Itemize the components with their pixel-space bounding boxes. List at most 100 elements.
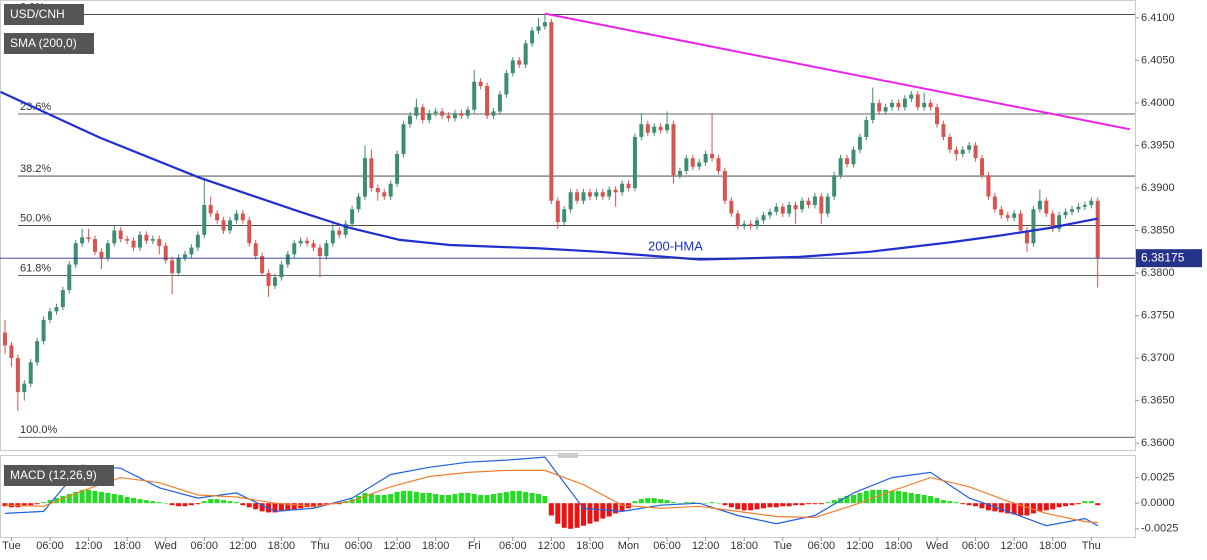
- histogram-bar: [638, 499, 644, 504]
- candle-body: [800, 200, 805, 210]
- trendline: [544, 12, 1131, 131]
- x-tick-label: 06:00: [808, 540, 836, 552]
- candle-body: [9, 345, 14, 359]
- histogram-bar: [831, 500, 837, 504]
- x-tick-label: 18:00: [1039, 540, 1067, 552]
- histogram-bar: [150, 501, 156, 504]
- y-tick-label: 6.3600: [1141, 437, 1175, 449]
- histogram-bar: [523, 491, 529, 504]
- histogram-bar: [124, 497, 130, 504]
- histogram-bar: [1005, 503, 1011, 514]
- candle-body: [1031, 209, 1036, 244]
- histogram-bar: [246, 503, 252, 508]
- macd-box[interactable]: [4, 465, 114, 486]
- histogram-bar: [940, 500, 946, 504]
- candle-body: [420, 107, 425, 120]
- candle-body: [73, 243, 78, 265]
- histogram-bar: [426, 492, 432, 504]
- candle-body: [427, 113, 432, 120]
- x-tick-label: 06:00: [36, 540, 64, 552]
- histogram-bar: [285, 503, 291, 511]
- histogram-bar: [388, 493, 394, 504]
- candle-body: [54, 307, 59, 312]
- histogram-bar: [105, 492, 111, 504]
- histogram-bar: [536, 493, 542, 504]
- histogram-bar: [908, 492, 914, 504]
- candle-body: [478, 81, 483, 86]
- x-tick-label: 18:00: [576, 540, 604, 552]
- histogram-bar: [413, 491, 419, 504]
- candle-body: [960, 149, 965, 154]
- candle-body: [697, 162, 702, 167]
- candle-body: [1018, 213, 1023, 231]
- candle-body: [857, 136, 862, 150]
- histogram-bar: [593, 503, 599, 522]
- y-tick-label: 0.0000: [1141, 497, 1175, 509]
- histogram-bar: [703, 503, 709, 504]
- histogram-bar: [21, 503, 27, 507]
- x-tick-label: 12:00: [229, 540, 257, 552]
- histogram-bar: [2, 503, 8, 507]
- x-tick-label: Wed: [154, 540, 176, 552]
- candle-body: [928, 102, 933, 108]
- candle-body: [15, 358, 20, 393]
- candle-body: [1082, 205, 1087, 207]
- x-tick-label: 06:00: [653, 540, 681, 552]
- candle-body: [710, 153, 715, 159]
- candle-body: [446, 115, 451, 119]
- candle-body: [755, 220, 760, 227]
- histogram-bar: [748, 503, 754, 511]
- histogram-bar: [683, 502, 689, 504]
- histogram-bar: [368, 493, 374, 504]
- histogram-bar: [47, 500, 53, 504]
- histogram-bar: [143, 500, 149, 504]
- pane-divider-handle[interactable]: [558, 453, 578, 458]
- candle-body: [99, 251, 104, 258]
- y-tick-label: 6.4000: [1141, 97, 1175, 109]
- candle-body: [883, 107, 888, 112]
- candle-body: [967, 145, 972, 150]
- candle-body: [459, 113, 464, 116]
- histogram-bar: [317, 503, 323, 507]
- candle-body: [761, 215, 766, 221]
- candle-body: [909, 94, 914, 99]
- candle-body: [703, 153, 708, 163]
- histogram-bar: [28, 503, 34, 506]
- macd-line: [4, 456, 1098, 527]
- candle-body: [401, 124, 406, 154]
- indicator-box[interactable]: [4, 33, 94, 54]
- candle-body: [684, 158, 689, 171]
- histogram-bar: [767, 503, 773, 508]
- histogram-bar: [548, 503, 554, 516]
- histogram-bar: [928, 496, 934, 504]
- x-tick-label: 06:00: [191, 540, 219, 552]
- symbol-label: USD/CNH: [10, 7, 65, 21]
- histogram-bar: [722, 503, 728, 506]
- candle-body: [517, 60, 522, 65]
- histogram-bar: [568, 503, 574, 529]
- histogram-bar: [799, 503, 805, 506]
- macd-line: [4, 469, 1098, 524]
- candle-body: [748, 223, 753, 227]
- candle-body: [832, 175, 837, 197]
- histogram-bar: [953, 502, 959, 504]
- histogram-bar: [889, 490, 895, 504]
- candle-body: [472, 81, 477, 110]
- x-tick-label: 12:00: [383, 540, 411, 552]
- histogram-bar: [458, 492, 464, 504]
- histogram-bar: [233, 502, 239, 504]
- histogram-bar: [709, 502, 715, 504]
- candle-body: [677, 170, 682, 176]
- y-tick-label: 0.0025: [1141, 471, 1175, 483]
- axes: 6.3600 6.3650 6.3700 6.3750 6.3800 6.3850 6.39…: [2, 12, 1202, 552]
- x-tick-label: Mon: [618, 540, 639, 552]
- candle-body: [369, 158, 374, 188]
- candle-body: [1089, 200, 1094, 206]
- symbol-box[interactable]: [4, 4, 84, 25]
- histogram-bar: [131, 498, 137, 504]
- candle-body: [915, 94, 920, 108]
- histogram-bar: [433, 493, 439, 504]
- last-price-label: 6.38175: [1141, 250, 1185, 264]
- candle-body: [902, 98, 907, 108]
- x-tick-label: 18:00: [422, 540, 450, 552]
